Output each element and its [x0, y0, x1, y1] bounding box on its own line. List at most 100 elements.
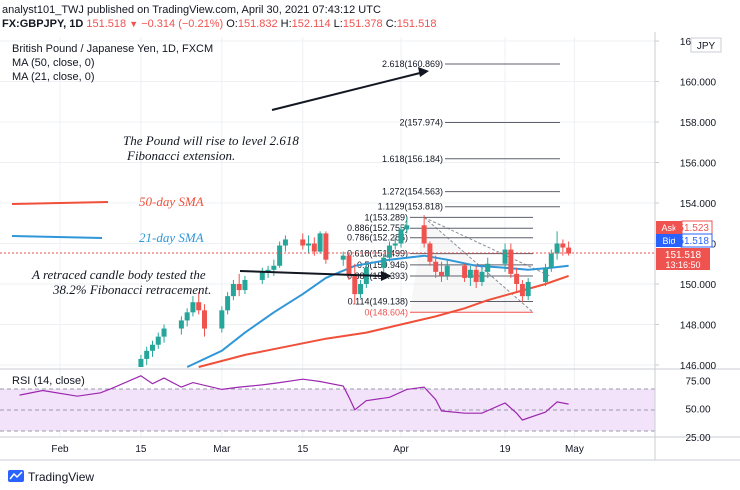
candle-body [190, 302, 196, 313]
candle-body [421, 225, 427, 244]
candle [554, 231, 560, 260]
sma21-legend-line [11, 235, 103, 239]
fib-extension-label: 1.618(156.184) [382, 154, 443, 164]
candle-body [566, 247, 572, 254]
rsi-tick-label: 50.00 [685, 405, 710, 416]
rsi-axis: 75.00 50.00 25.00 [685, 376, 710, 444]
candle-body [560, 243, 566, 248]
candle-body [479, 271, 485, 282]
candle-body [202, 310, 207, 329]
rsi-line [19, 375, 569, 421]
sma50-annotation: 50-day SMA [139, 194, 204, 209]
high-label: H: [280, 18, 292, 30]
high-value: 152.114 [291, 18, 331, 30]
candle [548, 249, 554, 272]
candle [230, 279, 236, 301]
price-axis[interactable]: 162.000160.000158.000156.000154.000152.0… [655, 37, 717, 372]
candle-body [230, 283, 236, 297]
candle-body [178, 320, 184, 329]
low-value: 151.378 [342, 18, 383, 30]
tradingview-logo[interactable]: TradingView [8, 470, 94, 484]
candle-body [525, 281, 531, 297]
fib-extension-label: 2(157.974) [399, 118, 443, 128]
candle [184, 308, 190, 327]
candle-body [433, 261, 439, 272]
last-price: 151.518 [86, 18, 127, 30]
last-price-badge: 151.518 13:16:50 [656, 248, 710, 270]
rsi-label: RSI (14, close) [12, 375, 85, 387]
time-tick-label: Apr [393, 444, 409, 455]
ask-value: 151.523 [673, 223, 710, 234]
candle [271, 259, 277, 276]
candle [277, 241, 283, 268]
low-label: L: [333, 18, 343, 30]
retrace-annotation-line2: 38.2% Fibonacci retracement. [52, 282, 211, 297]
candle-body [155, 336, 161, 345]
candle-body [508, 249, 514, 274]
rise-annotation-line2: Fibonacci extension. [126, 148, 235, 163]
chart-title: British Pound / Japanese Yen, 1D, FXCM [12, 43, 213, 55]
candle-body [473, 269, 479, 282]
ma50-legend[interactable]: MA (50, close, 0) [12, 57, 95, 69]
currency-box [690, 37, 722, 53]
candle [236, 273, 242, 297]
symbol-ohlc-line: FX:GBPJPY, 1D 151.518 ▼ −0.314 (−0.21%) … [2, 18, 436, 30]
candle-body [554, 243, 560, 254]
rsi-band [0, 389, 655, 431]
candle [519, 279, 525, 303]
price-tick-label: 158.000 [680, 118, 717, 129]
time-tick-label: 15 [297, 444, 309, 455]
open-label: O: [226, 18, 238, 30]
candle-body [514, 273, 520, 284]
ask-label: Ask [661, 223, 677, 233]
candle [190, 296, 196, 317]
candle-body [144, 350, 150, 359]
candle [433, 255, 439, 278]
candle [219, 306, 225, 333]
sma21-annotation: 21-day SMA [139, 230, 204, 245]
bar-countdown: 13:16:50 [665, 260, 700, 270]
candle [502, 243, 508, 272]
ma21-legend[interactable]: MA (21, close, 0) [12, 71, 95, 83]
rsi-tick-label: 25.00 [685, 433, 710, 444]
candle [398, 225, 404, 248]
candle-body [381, 257, 387, 268]
candle-body [462, 265, 468, 278]
candle [340, 251, 346, 266]
price-change: −0.314 (−0.21%) [141, 18, 224, 30]
candle-body [300, 239, 306, 246]
candle [282, 235, 288, 252]
candle-body [444, 265, 450, 276]
brand-name: TradingView [28, 470, 94, 484]
logo-chart-mark [9, 471, 23, 480]
candle-body [277, 245, 283, 266]
bid-value: 151.518 [673, 236, 710, 247]
time-axis[interactable]: Feb 15 Mar 15 Apr 19 May [51, 444, 583, 455]
candle [323, 231, 329, 264]
rise-annotation-line1: The Pound will rise to level 2.618 [123, 133, 299, 148]
candle [479, 267, 485, 287]
candle-body [138, 358, 144, 367]
time-tick-label: 15 [135, 444, 147, 455]
candle [317, 231, 323, 254]
open-value: 151.832 [237, 18, 278, 30]
symbol-label[interactable]: FX:GBPJPY, 1D [2, 18, 84, 30]
price-tick-label: 154.000 [680, 199, 717, 210]
candle [149, 340, 155, 357]
candle-body [242, 279, 248, 291]
candle [404, 217, 410, 234]
candle-body [219, 310, 225, 329]
candle [514, 267, 520, 293]
rsi-series [19, 375, 569, 421]
retrace-annotation-line1: A retraced candle body tested the [31, 267, 206, 282]
fib-extension-label: 2.618(160.869) [382, 59, 443, 69]
time-tick-label: May [565, 444, 584, 455]
candle-body [438, 271, 444, 276]
candle-body [236, 283, 242, 291]
fibonacci-tool[interactable]: 1(153.289)0.886(152.755)0.786(152.286) 0.… [347, 59, 560, 317]
price-tick-label: 150.000 [680, 280, 717, 291]
close-value: 151.518 [396, 18, 437, 30]
candle [485, 257, 491, 278]
